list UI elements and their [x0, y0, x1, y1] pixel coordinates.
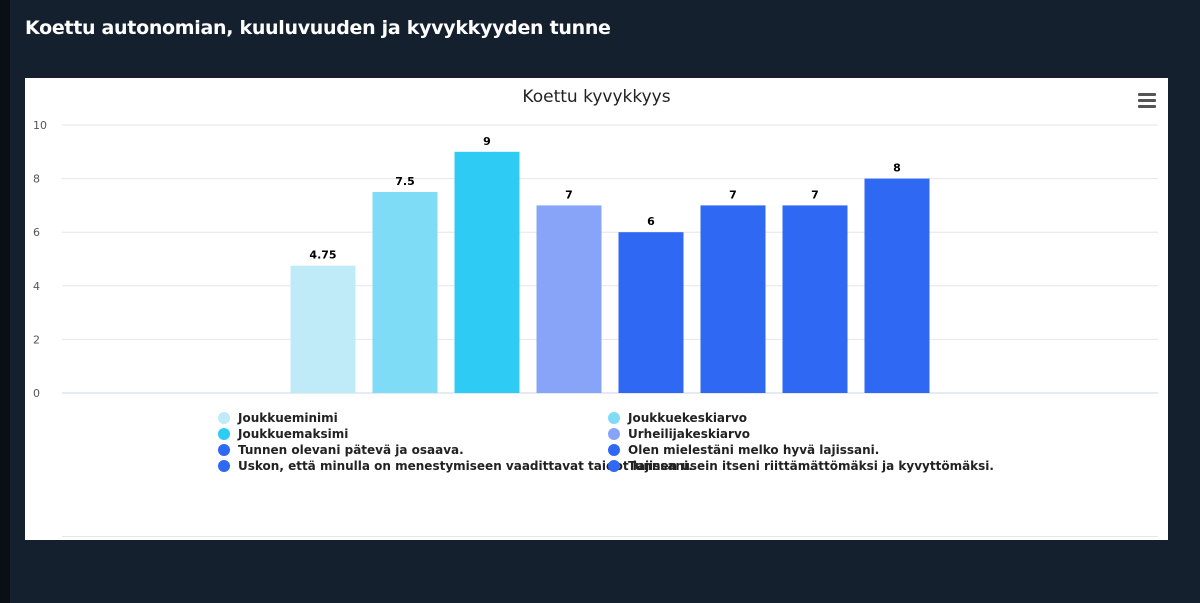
hamburger-menu-icon[interactable]	[1138, 93, 1156, 111]
legend-label: Tunnen usein itseni riittämättömäksi ja …	[628, 458, 994, 473]
legend-item[interactable]: Olen mielestäni melko hyvä lajissani.	[608, 442, 978, 457]
y-tick-label: 6	[33, 226, 40, 239]
data-label: 4.75	[309, 249, 336, 262]
legend-label: Urheilijakeskiarvo	[628, 426, 751, 441]
divider	[62, 536, 1158, 537]
page-title: Koettu autonomian, kuuluvuuden ja kyvykk…	[25, 17, 611, 39]
legend-item[interactable]: Tunnen usein itseni riittämättömäksi ja …	[608, 458, 994, 473]
data-label: 9	[483, 135, 491, 148]
legend-dot-icon	[218, 459, 230, 472]
bar[interactable]	[864, 178, 930, 393]
legend-dot-icon	[218, 411, 230, 424]
bar[interactable]	[372, 192, 438, 393]
bar[interactable]	[782, 205, 848, 393]
legend-dot-icon	[608, 411, 620, 424]
bar[interactable]	[618, 232, 684, 393]
legend: Joukkueminimi Joukkuekeskiarvo Joukkuemaks…	[218, 410, 994, 473]
legend-label: Joukkueminimi	[238, 410, 338, 425]
legend-label: Joukkuemaksimi	[238, 426, 349, 441]
y-tick-label: 0	[33, 387, 40, 400]
left-edge	[0, 0, 10, 603]
y-tick-label: 10	[33, 119, 47, 132]
legend-item[interactable]: Tunnen olevani pätevä ja osaava.	[218, 442, 608, 457]
legend-dot-icon	[608, 443, 620, 456]
chart-title: Koettu kyvykkyys	[522, 87, 671, 107]
data-label: 8	[893, 162, 901, 175]
legend-dot-icon	[218, 443, 230, 456]
legend-item[interactable]: Joukkueminimi	[218, 410, 608, 425]
y-tick-label: 8	[33, 173, 40, 186]
bar[interactable]	[454, 151, 520, 393]
legend-label: Uskon, että minulla on menestymiseen vaa…	[238, 458, 693, 473]
legend-item[interactable]: Joukkuemaksimi	[218, 426, 608, 441]
legend-label: Joukkuekeskiarvo	[628, 410, 748, 425]
legend-item[interactable]: Uskon, että minulla on menestymiseen vaa…	[218, 458, 693, 473]
data-label: 7.5	[395, 175, 415, 188]
bar[interactable]	[700, 205, 766, 393]
data-label: 7	[811, 188, 819, 201]
plot-area: 0 2 4 6 8 10 4.75 7.5 9 7 6 7 7 8	[33, 119, 1158, 400]
legend-item[interactable]: Joukkuekeskiarvo	[608, 410, 978, 425]
data-label: 6	[647, 215, 655, 228]
legend-label: Tunnen olevani pätevä ja osaava.	[238, 442, 464, 457]
data-label: 7	[565, 188, 573, 201]
legend-dot-icon	[608, 427, 620, 440]
legend-label: Olen mielestäni melko hyvä lajissani.	[628, 442, 880, 457]
legend-dot-icon	[608, 459, 620, 472]
legend-item[interactable]: Urheilijakeskiarvo	[608, 426, 978, 441]
bar[interactable]	[536, 205, 602, 393]
bar[interactable]	[290, 265, 356, 393]
chart-card: Koettu kyvykkyys 0 2 4 6 8 10 4.75 7.5 9 7 6 7 7 8 Jo…	[25, 78, 1168, 540]
data-label: 7	[729, 188, 737, 201]
y-tick-label: 2	[33, 333, 40, 346]
legend-dot-icon	[218, 427, 230, 440]
y-tick-label: 4	[33, 280, 40, 293]
